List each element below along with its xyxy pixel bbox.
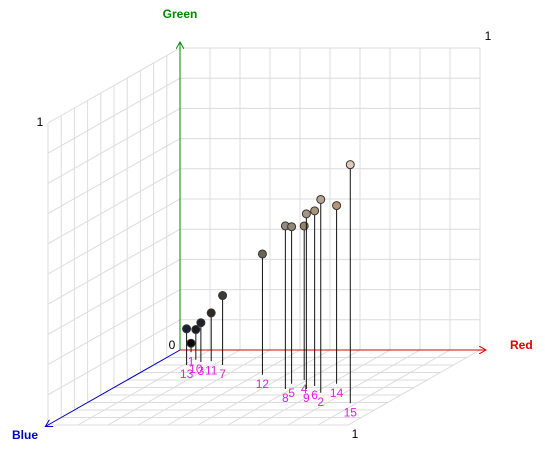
- grid-line: [317, 349, 451, 426]
- y-tick-label: 1: [37, 115, 44, 129]
- point-label: 9: [303, 391, 310, 405]
- z-axis-title: Blue: [12, 428, 38, 442]
- z-axis: [45, 349, 181, 427]
- point: [218, 291, 228, 301]
- grid-line: [287, 349, 421, 426]
- y-axis-title: Green: [163, 7, 198, 21]
- point-label: 8: [282, 391, 289, 405]
- point: [345, 160, 355, 170]
- point-label: 1: [188, 354, 195, 368]
- point-label: 6: [311, 388, 318, 402]
- point: [332, 201, 342, 211]
- point: [310, 206, 320, 216]
- point-label: 15: [344, 405, 358, 419]
- point: [316, 194, 326, 204]
- grid-line: [227, 349, 361, 426]
- point: [301, 209, 311, 219]
- grid-line: [47, 77, 181, 154]
- point: [257, 249, 267, 259]
- grid-line: [47, 107, 181, 184]
- point-label: 3: [198, 364, 205, 378]
- x-axis-title: Red: [510, 338, 533, 352]
- point: [299, 221, 309, 231]
- point-label: 2: [317, 395, 324, 409]
- point-label: 5: [288, 386, 295, 400]
- point: [182, 324, 192, 334]
- x-tick-label: 1: [485, 29, 492, 43]
- grid-line: [47, 168, 181, 245]
- point-label: 4: [301, 382, 308, 396]
- point-label: 11: [205, 363, 218, 377]
- grid-line: [47, 138, 181, 215]
- point: [206, 308, 216, 318]
- point: [196, 318, 206, 328]
- point-label: 10: [189, 362, 203, 376]
- point-label: 14: [330, 386, 344, 400]
- point: [186, 338, 196, 348]
- point: [191, 325, 201, 335]
- point-label: 13: [180, 367, 194, 381]
- grid-line: [257, 349, 391, 426]
- grid-line: [47, 47, 181, 124]
- point-label: 12: [256, 377, 270, 391]
- point-label: 7: [219, 367, 226, 381]
- point: [287, 222, 297, 232]
- x-tick-label: 0: [169, 338, 176, 352]
- grid-line: [347, 349, 481, 426]
- z-tick-label: 1: [352, 427, 359, 441]
